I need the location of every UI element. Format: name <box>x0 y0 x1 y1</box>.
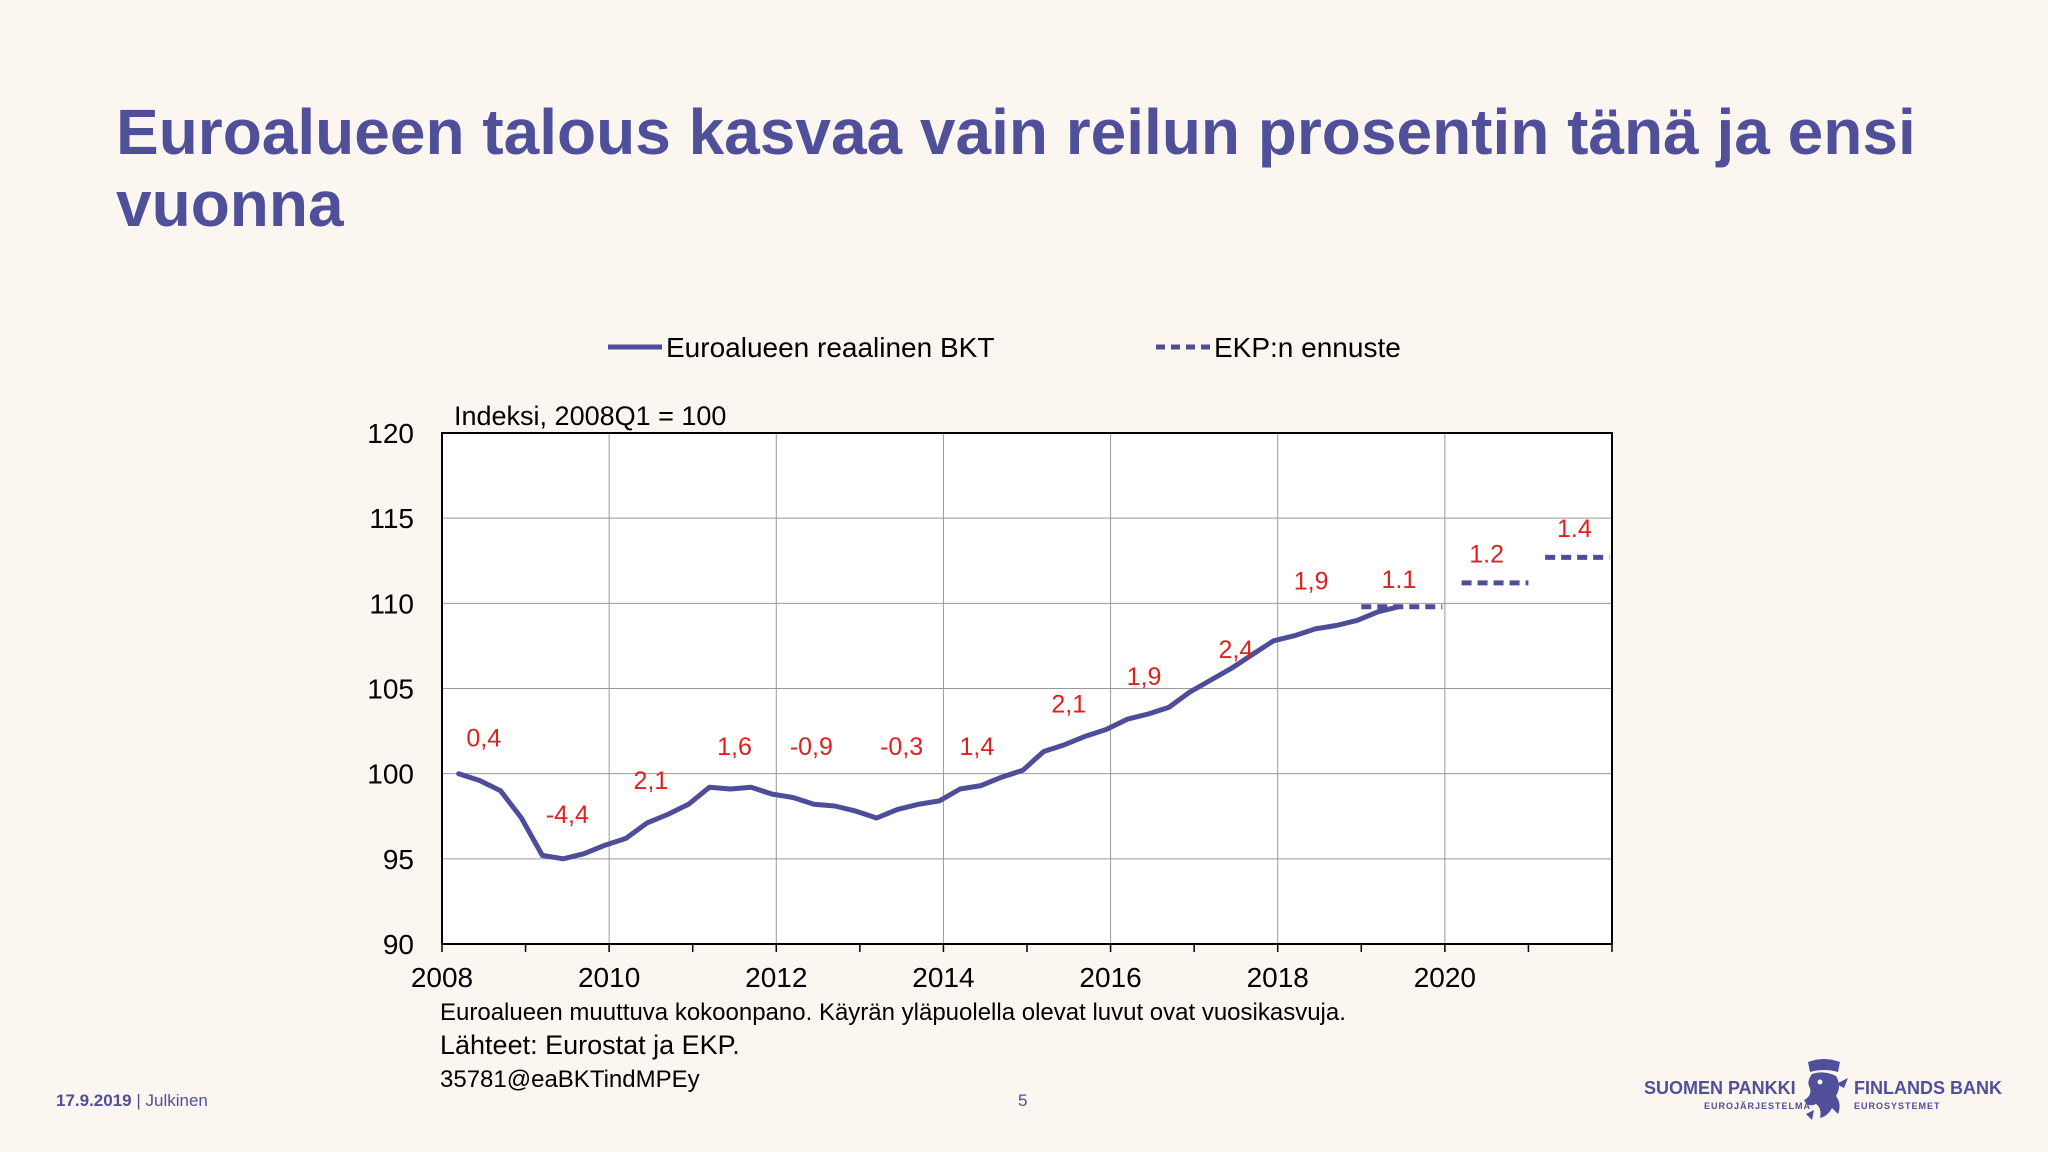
logo-sub-sv: EUROSYSTEMET <box>1854 1101 1941 1111</box>
growth-label: -0,3 <box>880 733 923 761</box>
growth-label: -4,4 <box>546 801 589 829</box>
logo-name-sv: FINLANDS BANK <box>1854 1078 2002 1098</box>
y-tick-label: 110 <box>369 588 414 619</box>
growth-label: 1,9 <box>1127 663 1162 691</box>
x-tick-label: 2014 <box>912 962 974 993</box>
plot-frame <box>441 432 1613 945</box>
growth-label: -0,9 <box>790 733 833 761</box>
y-tick-label: 120 <box>367 418 414 449</box>
x-tick-label: 2008 <box>411 962 473 993</box>
x-tick-label: 2018 <box>1247 962 1309 993</box>
growth-label: 2,1 <box>1051 690 1086 718</box>
y-tick-label: 115 <box>369 503 414 534</box>
y-tick-label: 100 <box>367 759 414 790</box>
growth-label: 2,1 <box>634 767 669 795</box>
growth-label: 1,4 <box>959 733 994 761</box>
legend-label-gdp: Euroalueen reaalinen BKT <box>666 332 994 363</box>
growth-label: 1.4 <box>1557 515 1592 543</box>
series-line-gdp <box>456 604 1402 862</box>
growth-label: 1,9 <box>1294 568 1329 596</box>
plot-area: 90 95 100 105 110 115 120 2008 2010 2012 2014 2016 2… <box>367 418 1613 993</box>
growth-label: 1.2 <box>1469 540 1504 568</box>
footer-date-value: 17.9.2019 <box>56 1091 132 1110</box>
y-tick-label: 90 <box>383 929 414 960</box>
x-tick-label: 2012 <box>745 962 807 993</box>
logo-name-fi: SUOMEN PANKKI <box>1644 1078 1796 1098</box>
note-chart-id: 35781@eaBKTindMPEy <box>440 1066 700 1093</box>
growth-label: 2,4 <box>1219 636 1254 664</box>
x-tick-label: 2010 <box>578 962 640 993</box>
note-composition: Euroalueen muuttuva kokoonpano. Käyrän y… <box>440 999 1346 1026</box>
x-tick-label: 2020 <box>1414 962 1476 993</box>
footer-date: 17.9.2019 | Julkinen <box>56 1091 208 1111</box>
lion-crest-icon <box>1804 1059 1848 1120</box>
y-tick-label: 105 <box>367 674 414 705</box>
y-tick-label: 95 <box>383 844 414 875</box>
logo-sub-fi: EUROJÄRJESTELMÄ <box>1704 1101 1812 1111</box>
slide-title: Euroalueen talous kasvaa vain reilun pro… <box>116 96 1916 240</box>
axis-note: Indeksi, 2008Q1 = 100 <box>454 401 726 431</box>
growth-label: 1,6 <box>717 733 752 761</box>
growth-label: 0,4 <box>466 724 501 752</box>
chart-legend: Euroalueen reaalinen BKT EKP:n ennuste <box>608 332 1401 363</box>
legend-label-forecast: EKP:n ennuste <box>1214 332 1401 363</box>
footer-classification: | Julkinen <box>136 1091 208 1110</box>
note-sources: Lähteet: Eurostat ja EKP. <box>440 1030 740 1060</box>
growth-label: 1.1 <box>1382 566 1417 594</box>
x-tick-label: 2016 <box>1079 962 1141 993</box>
chart-notes: Euroalueen muuttuva kokoonpano. Käyrän y… <box>440 999 1346 1093</box>
page-number: 5 <box>1018 1091 1028 1110</box>
bank-logo: SUOMEN PANKKI EUROJÄRJESTELMÄ FINLANDS B… <box>1640 1056 2010 1124</box>
